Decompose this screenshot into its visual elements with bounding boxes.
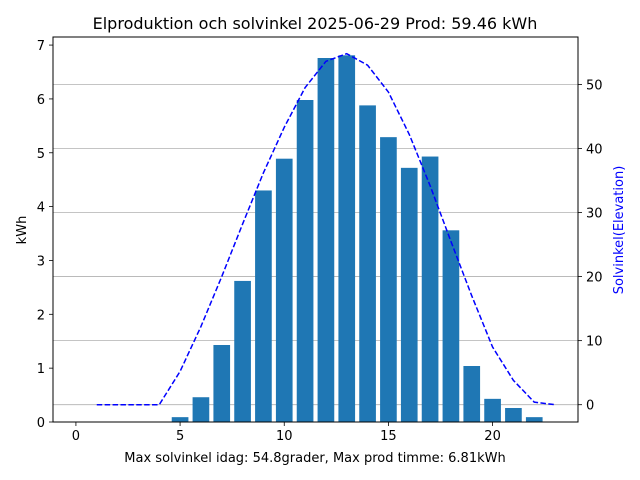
bar bbox=[380, 137, 397, 422]
bar bbox=[359, 105, 376, 422]
bar bbox=[484, 398, 501, 422]
x-axis: 0 5 10 15 20 bbox=[72, 422, 501, 444]
elevation-line bbox=[96, 52, 556, 406]
bar bbox=[317, 58, 335, 422]
bar bbox=[463, 366, 481, 422]
y-tick-label: 4 bbox=[37, 201, 45, 216]
y2-tick-label: 20 bbox=[586, 271, 603, 286]
y-tick-label: 3 bbox=[37, 254, 45, 269]
bar bbox=[213, 345, 231, 422]
x-tick-label: 15 bbox=[380, 429, 397, 444]
bar bbox=[275, 158, 293, 422]
y-tick-label: 7 bbox=[37, 39, 45, 54]
plot-frame bbox=[52, 36, 579, 423]
bar bbox=[338, 55, 356, 423]
bar bbox=[234, 280, 251, 422]
x-tick-label: 0 bbox=[72, 429, 80, 444]
y2-tick-label: 40 bbox=[586, 142, 603, 157]
bar bbox=[525, 417, 543, 422]
y-tick-label: 5 bbox=[37, 147, 45, 162]
y-tick-label: 1 bbox=[37, 362, 45, 377]
bar bbox=[192, 397, 210, 422]
bar bbox=[400, 167, 418, 422]
elevation-line-layer bbox=[96, 52, 556, 406]
y2-tick-label: 0 bbox=[586, 399, 594, 414]
bar bbox=[171, 417, 189, 422]
bar bbox=[442, 230, 460, 422]
y-axis-label: kWh bbox=[15, 216, 30, 245]
x-tick-label: 10 bbox=[276, 429, 293, 444]
y2-tick-label: 30 bbox=[586, 207, 603, 222]
y-axis-left: 0 1 2 3 4 5 6 7 bbox=[37, 39, 53, 431]
gridlines bbox=[53, 84, 578, 406]
y-tick-label: 2 bbox=[37, 308, 45, 323]
y-axis-right: 0 10 20 30 40 50 bbox=[578, 78, 603, 414]
bar bbox=[255, 190, 272, 422]
chart-title: Elproduktion och solvinkel 2025-06-29 Pr… bbox=[93, 14, 538, 33]
y2-tick-label: 50 bbox=[586, 78, 603, 93]
y-tick-label: 0 bbox=[37, 416, 45, 431]
bars bbox=[171, 55, 543, 423]
bar bbox=[296, 100, 314, 422]
bar bbox=[505, 408, 522, 422]
y2-axis-label: Solvinkel(Elevation) bbox=[612, 166, 627, 295]
bar bbox=[421, 156, 439, 423]
x-axis-label: Max solvinkel idag: 54.8grader, Max prod… bbox=[124, 451, 505, 466]
y2-tick-label: 10 bbox=[586, 335, 603, 350]
x-tick-label: 5 bbox=[176, 429, 184, 444]
x-tick-label: 20 bbox=[484, 429, 501, 444]
y-tick-label: 6 bbox=[37, 93, 45, 108]
